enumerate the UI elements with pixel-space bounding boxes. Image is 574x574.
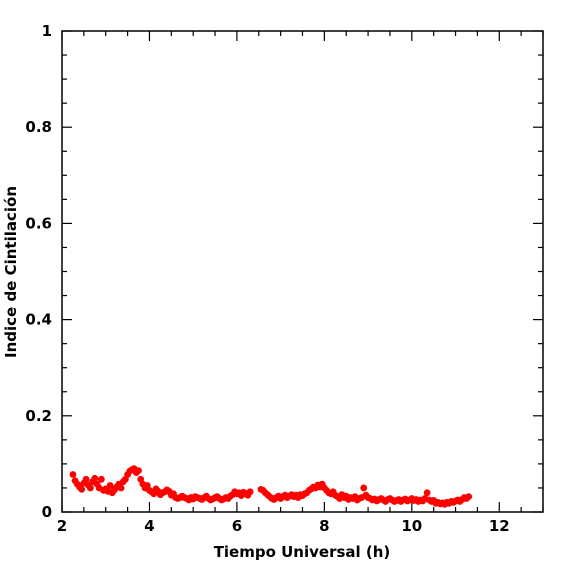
data-point: [135, 467, 142, 475]
data-points: [69, 465, 473, 508]
data-point: [423, 489, 431, 497]
y-tick-label: 0: [42, 503, 52, 521]
x-tick-label: 2: [57, 517, 67, 535]
y-tick-label: 0.8: [25, 118, 52, 136]
data-point: [97, 475, 105, 483]
x-tick-label: 12: [489, 517, 510, 535]
plot-frame: [61, 30, 544, 513]
x-tick-label: 6: [232, 517, 242, 535]
y-tick-label: 0.6: [25, 214, 52, 232]
data-point: [78, 485, 86, 493]
data-point: [69, 471, 77, 478]
data-point: [82, 475, 90, 483]
y-axis-title: Indice de Cintilación: [2, 186, 20, 358]
x-tick-label: 10: [401, 517, 422, 535]
x-tick-label: 8: [319, 517, 329, 535]
data-point: [360, 484, 368, 492]
axis-tick-labels: 2 4 6 8 10 12 0 0.2 0.4 0.6 0.8 1: [25, 22, 509, 535]
x-axis-title: Tiempo Universal (h): [214, 543, 391, 561]
y-tick-label: 1: [42, 22, 52, 40]
data-point: [87, 484, 94, 492]
data-point: [117, 484, 125, 492]
axis-ticks: [61, 30, 544, 513]
x-tick-label: 4: [144, 517, 154, 535]
data-point: [465, 493, 473, 501]
data-point: [106, 482, 114, 489]
y-tick-label: 0.4: [25, 311, 52, 329]
data-point: [91, 474, 99, 482]
y-tick-label: 0.2: [25, 407, 52, 425]
data-point: [246, 488, 254, 496]
